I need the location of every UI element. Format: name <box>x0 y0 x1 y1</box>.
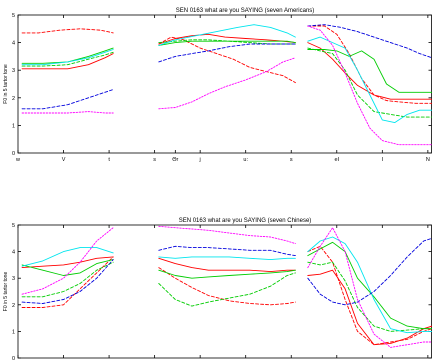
series-line-cyan-solid-seg2 <box>158 24 296 46</box>
chart-panel-americans: SEN 0163 what are you SAYING (seven Amer… <box>3 8 432 163</box>
series-line-red-dashed-seg3 <box>307 245 432 346</box>
series-line-magenta-dotted-seg2 <box>158 225 296 245</box>
x-tick-label: w <box>15 157 20 163</box>
y-tick-label: 1 <box>12 329 15 335</box>
x-tick-label: V <box>62 157 66 163</box>
y-tick-label: 0 <box>12 151 15 157</box>
x-tick-label: j <box>199 157 201 163</box>
series-line-green-solid-seg2 <box>158 269 296 279</box>
series-line-cyan-solid-seg3 <box>307 36 432 124</box>
x-tick-label: u: <box>243 157 248 163</box>
chart-title: SEN 0163 what are you SAYING (seven Amer… <box>176 8 315 14</box>
series-line-red-dashed-seg1 <box>21 256 114 308</box>
series-line-magenta-dotted-seg1 <box>21 227 114 295</box>
series-line-magenta-dotted-seg3 <box>307 227 432 348</box>
x-tick-label: s <box>153 157 156 163</box>
series-line-blue-dashed-seg2 <box>158 43 296 63</box>
series-line-red-solid-seg1 <box>21 53 114 70</box>
series-line-cyan-solid-seg2 <box>158 256 296 261</box>
series-line-red-solid-seg3 <box>307 269 432 346</box>
series-line-blue-dashed-seg2 <box>158 245 296 257</box>
y-tick-label: 1 <box>12 123 15 129</box>
y-axis-label: F0 in 5 tartor tone <box>3 64 9 104</box>
series-line-green-solid-seg2 <box>158 40 296 46</box>
x-tick-label: N <box>426 157 430 163</box>
x-tick-label: eI <box>334 157 339 163</box>
y-tick-label: 4 <box>12 41 15 47</box>
x-tick-label: s <box>290 157 293 163</box>
x-tick-label: I <box>382 157 384 163</box>
series-line-blue-dashed-seg3 <box>307 24 432 59</box>
y-tick-label: 5 <box>12 223 15 229</box>
series-line-blue-dashed-seg3 <box>307 237 432 306</box>
series-line-red-dashed-seg3 <box>307 25 432 104</box>
series-line-green-dashed-seg1 <box>21 261 114 298</box>
series-line-magenta-dotted-seg2 <box>158 57 296 110</box>
series-line-blue-dashed-seg1 <box>21 259 114 304</box>
y-axis-label: F0 in 5 tartor tone <box>3 272 9 312</box>
x-tick-label: Θr <box>172 157 178 163</box>
y-tick-label: 4 <box>12 250 15 256</box>
y-tick-label: 2 <box>12 303 15 309</box>
y-tick-label: 2 <box>12 96 15 102</box>
series-line-red-solid-seg2 <box>158 33 296 45</box>
y-tick-label: 0 <box>12 356 15 362</box>
series-line-magenta-dotted-seg3 <box>307 25 432 146</box>
y-tick-label: 3 <box>12 276 15 282</box>
series-line-green-solid-seg1 <box>21 259 114 276</box>
series-line-green-dashed-seg3 <box>307 47 432 118</box>
series-line-cyan-solid-seg1 <box>21 49 114 66</box>
chart-title: SEN 0163 what are you SAYING (seven Chin… <box>179 218 312 224</box>
series-line-blue-dashed-seg1 <box>21 89 114 110</box>
series-line-green-solid-seg1 <box>21 47 114 64</box>
series-line-red-solid-seg2 <box>158 257 296 273</box>
series-line-red-dashed-seg1 <box>21 28 114 34</box>
series-line-cyan-solid-seg3 <box>307 236 432 334</box>
y-tick-label: 3 <box>12 68 15 74</box>
series-line-green-solid-seg3 <box>307 241 432 330</box>
series-line-green-solid-seg3 <box>307 49 432 93</box>
chart-panel-chinese: SEN 0163 what are you SAYING (seven Chin… <box>3 218 432 362</box>
series-line-red-solid-seg1 <box>21 256 114 269</box>
series-line-green-dashed-seg1 <box>21 51 114 67</box>
y-tick-label: 5 <box>12 13 15 19</box>
series-line-cyan-solid-seg1 <box>21 247 114 267</box>
series-line-red-dashed-seg2 <box>158 267 296 306</box>
x-tick-label: t <box>108 157 110 163</box>
series-line-green-dashed-seg2 <box>158 272 296 307</box>
series-line-magenta-dotted-seg1 <box>21 111 114 114</box>
